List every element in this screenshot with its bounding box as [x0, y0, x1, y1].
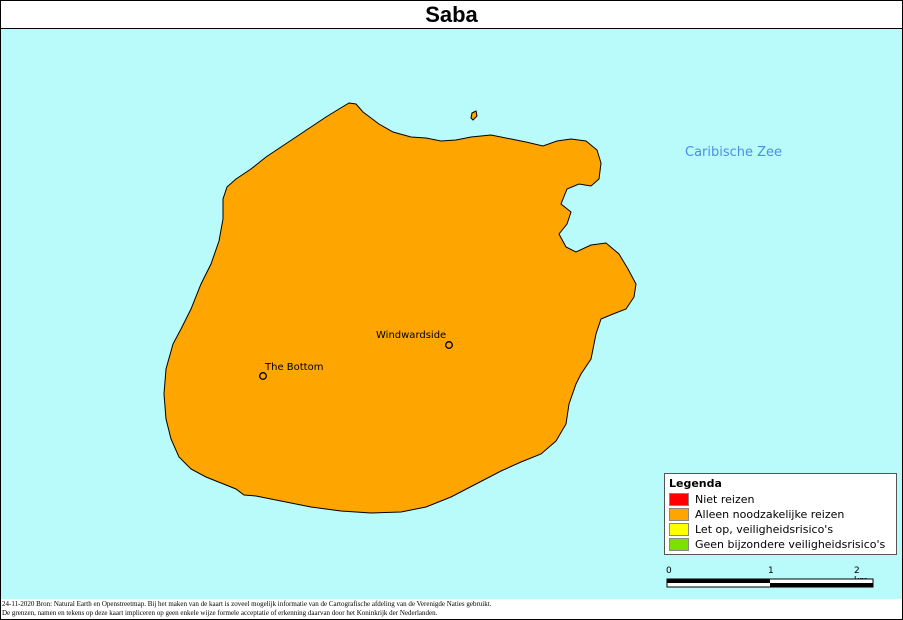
title-bar: Saba: [1, 1, 902, 29]
map-svg: [163, 102, 637, 514]
legend-label: Niet reizen: [695, 492, 755, 506]
scalebar: 0 1 2 km: [666, 566, 876, 590]
windwardside-marker[interactable]: [445, 341, 453, 349]
place-label-the-bottom: The Bottom: [265, 362, 324, 373]
legend-label: Geen bijzondere veiligheidsrisico's: [695, 537, 886, 551]
footer: 24-11-2020 Bron: Natural Earth en Openst…: [2, 600, 900, 617]
legend: Legenda Niet reizen Alleen noodzakelijke…: [664, 473, 897, 555]
legend-swatch: [669, 537, 689, 551]
legend-item-alleen-noodzakelijk: Alleen noodzakelijke reizen: [669, 507, 844, 521]
legend-label: Let op, veiligheidsrisico's: [695, 522, 834, 536]
footer-line-1: 24-11-2020 Bron: Natural Earth en Openst…: [2, 600, 492, 608]
legend-label: Alleen noodzakelijke reizen: [695, 507, 845, 521]
legend-item-niet-reizen: Niet reizen: [669, 492, 754, 506]
the-bottom-marker[interactable]: [259, 372, 267, 380]
legend-item-geen-bijzondere: Geen bijzondere veiligheidsrisico's: [669, 537, 885, 551]
legend-swatch: [669, 522, 689, 536]
sea-label: Caribische Zee: [685, 145, 783, 160]
map-title: Saba: [425, 2, 478, 27]
legend-swatch: [669, 507, 689, 521]
scale-label-0: 0: [666, 566, 672, 576]
scale-label-1: 1: [768, 566, 774, 576]
scalebar-graphic: [666, 578, 874, 588]
island-saba[interactable]: [163, 102, 637, 514]
footer-line-2: De grenzen, namen en tekens op deze kaar…: [2, 608, 438, 617]
place-label-windwardside: Windwardside: [376, 330, 447, 341]
legend-swatch: [669, 492, 689, 506]
legend-title: Legenda: [669, 477, 722, 490]
islet: [470, 110, 478, 121]
legend-item-let-op: Let op, veiligheidsrisico's: [669, 522, 833, 536]
